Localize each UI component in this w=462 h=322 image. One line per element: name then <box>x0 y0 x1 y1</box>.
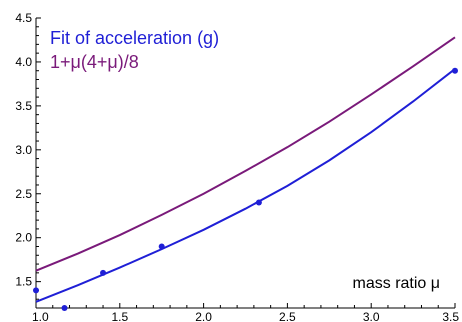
y-tick-label: 4.0 <box>15 55 32 69</box>
data-point <box>61 305 68 311</box>
x-tick-label: 2.5 <box>279 310 296 322</box>
y-tick-label: 3.5 <box>15 99 32 113</box>
y-tick-label: 1.5 <box>15 275 32 289</box>
y-tick-label: 3.0 <box>15 143 32 157</box>
data-point <box>158 243 165 250</box>
series-group <box>33 36 458 311</box>
x-tick-label: 1.5 <box>111 310 128 322</box>
axes <box>35 18 455 309</box>
data-point <box>452 67 458 74</box>
x-tick-label: 3.0 <box>363 310 380 322</box>
y-tick-label: 2.5 <box>15 187 32 201</box>
x-tick-label: 3.5 <box>442 310 459 322</box>
data-point <box>33 287 39 294</box>
tick-group: 1.5 2.0 2.5 3.0 3.5 4.0 4.5 1.0 1.5 2.0 2.5 3.0 3.5 <box>15 11 459 322</box>
series-line-1 <box>35 36 456 272</box>
x-tick-label: 1.0 <box>32 310 49 322</box>
x-tick-label: 2.0 <box>195 310 212 322</box>
y-tick-label: 4.5 <box>15 11 32 25</box>
data-point <box>100 269 107 276</box>
series-line-0 <box>35 68 456 303</box>
y-tick-label: 2.0 <box>15 231 32 245</box>
x-axis-label: mass ratio μ <box>353 275 440 292</box>
chart-title: Fit of acceleration (g) <box>50 28 219 48</box>
chart-subtitle: 1+μ(4+μ)/8 <box>50 52 139 72</box>
data-point <box>255 199 262 206</box>
